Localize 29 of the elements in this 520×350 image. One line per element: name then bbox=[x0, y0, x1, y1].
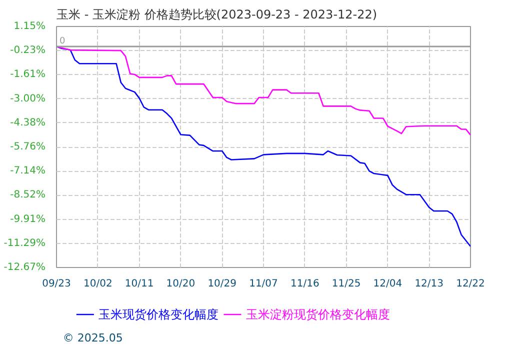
line-series bbox=[56, 46, 470, 136]
legend-label: 玉米淀粉现货价格变化幅度 bbox=[246, 308, 390, 322]
line-series bbox=[56, 46, 470, 248]
x-tick-label: 12/22 bbox=[456, 278, 485, 290]
x-tick-label: 09/23 bbox=[42, 278, 71, 290]
x-tick-label: 11/07 bbox=[249, 278, 278, 290]
y-tick-label: -7.14% bbox=[10, 166, 46, 177]
x-tick-label: 12/13 bbox=[414, 278, 444, 290]
y-tick-label: -5.76% bbox=[10, 142, 46, 152]
y-tick-label: -3.00% bbox=[10, 93, 46, 104]
x-tick-label: 10/11 bbox=[124, 278, 154, 290]
y-tick-label: 1.15% bbox=[14, 21, 46, 32]
x-tick-label: 10/29 bbox=[208, 278, 237, 290]
ref-line-label: 0 bbox=[60, 36, 66, 47]
y-tick-label: -9.91% bbox=[10, 214, 46, 225]
x-tick-label: 12/04 bbox=[373, 278, 402, 290]
x-tick-label: 11/25 bbox=[332, 278, 361, 290]
x-tick-label: 10/02 bbox=[83, 278, 112, 290]
y-tick-label: -8.52% bbox=[10, 190, 46, 201]
legend-label: 玉米现货价格变化幅度 bbox=[98, 308, 219, 322]
chart-title: 玉米 - 玉米淀粉 价格趋势比较(2023-09-23 - 2023-12-22) bbox=[56, 8, 378, 22]
y-tick-label: -1.61% bbox=[10, 69, 46, 80]
x-tick-label: 11/16 bbox=[290, 278, 320, 290]
x-tick-label: 10/20 bbox=[166, 278, 196, 290]
text: © 2025.05 bbox=[62, 332, 123, 344]
y-tick-label: -11.29% bbox=[4, 238, 46, 249]
y-tick-label: -12.67% bbox=[4, 262, 46, 273]
y-tick-label: -0.23% bbox=[10, 45, 46, 56]
y-tick-label: -4.38% bbox=[10, 117, 46, 128]
